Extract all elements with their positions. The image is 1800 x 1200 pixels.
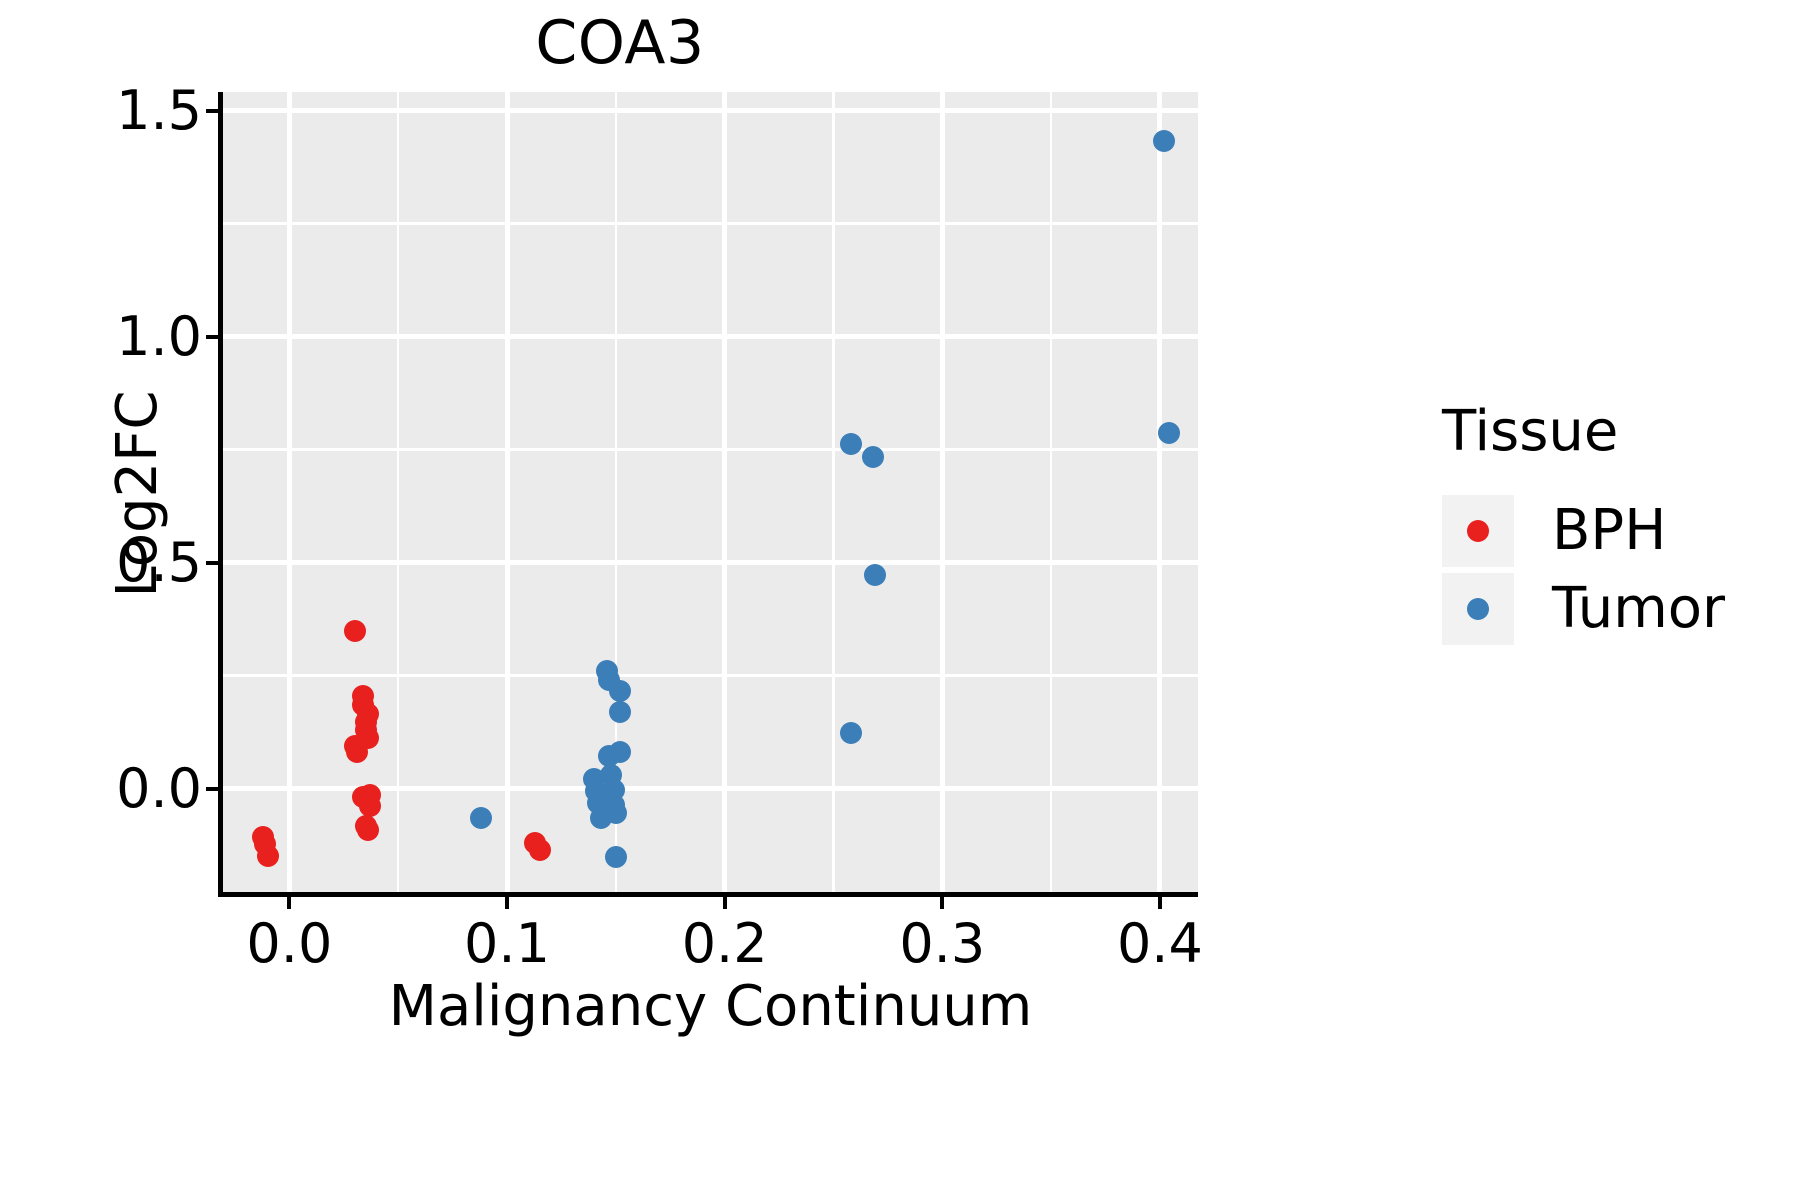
scatter-point-tumor	[609, 680, 632, 703]
grid-line-major-vertical	[504, 92, 510, 892]
x-tick-label: 0.2	[681, 912, 768, 975]
y-axis-title: Log2FC	[105, 390, 170, 598]
grid-line-major-vertical	[1157, 92, 1163, 892]
scatter-point-tumor	[609, 741, 632, 764]
y-tick-mark	[206, 786, 218, 791]
scatter-point-tumor	[1153, 130, 1176, 153]
y-tick-label: 1.5	[116, 78, 202, 142]
y-tick-mark	[206, 108, 218, 113]
x-tick-mark	[1157, 897, 1162, 909]
x-axis-title: Malignancy Continuum	[388, 974, 1033, 1039]
x-tick-label: 0.3	[899, 912, 986, 975]
scatter-point-tumor	[839, 722, 862, 745]
grid-line-minor-vertical	[1049, 92, 1053, 892]
scatter-point-tumor	[861, 446, 884, 469]
grid-line-minor-vertical	[396, 92, 400, 892]
grid-line-minor-vertical	[614, 92, 618, 892]
x-tick-mark	[940, 897, 945, 909]
y-tick-mark	[206, 560, 218, 565]
scatter-point-tumor	[609, 700, 632, 723]
x-tick-label: 0.0	[246, 912, 333, 975]
scatter-point-tumor	[839, 432, 862, 455]
grid-line-minor-horizontal	[223, 674, 1198, 677]
page-title: COA3	[535, 8, 705, 78]
x-tick-mark	[505, 897, 509, 909]
grid-line-major-vertical	[939, 92, 945, 892]
scatter-point-tumor	[604, 846, 627, 869]
legend-title: Tissue	[1442, 399, 1619, 464]
y-tick-label: 0.0	[116, 756, 202, 820]
grid-line-minor-horizontal	[223, 448, 1198, 451]
x-tick-mark	[722, 897, 727, 909]
legend-key-swatch	[1442, 573, 1514, 645]
legend-item-bph[interactable]: BPH	[1442, 492, 1782, 570]
grid-line-major-horizontal	[223, 560, 1198, 566]
scatter-point-bph	[528, 839, 551, 862]
x-axis-line	[218, 892, 1198, 897]
scatter-point-bph	[356, 727, 379, 750]
y-tick-mark	[206, 334, 218, 339]
grid-line-minor-horizontal	[223, 222, 1198, 225]
legend-entries: BPH Tumor	[1442, 492, 1782, 648]
legend-point-icon	[1467, 598, 1489, 620]
scatter-point-bph	[356, 819, 379, 842]
plot-panel	[223, 92, 1198, 892]
scatter-point-bph	[356, 702, 379, 725]
grid-line-major-vertical	[722, 92, 728, 892]
legend-point-icon	[1467, 520, 1489, 542]
scatter-point-tumor	[604, 802, 627, 825]
scatter-point-bph	[343, 620, 366, 643]
scatter-point-tumor	[469, 807, 492, 829]
y-tick-label: 0.5	[116, 530, 202, 594]
scatter-point-bph	[352, 785, 375, 808]
grid-line-minor-vertical	[832, 92, 835, 892]
x-tick-label: 0.4	[1116, 912, 1203, 975]
grid-line-major-horizontal	[223, 108, 1198, 114]
y-tick-label: 1.0	[116, 304, 202, 368]
x-tick-label: 0.1	[464, 912, 550, 975]
x-tick-mark	[287, 897, 292, 909]
legend: Tissue BPH Tumor	[1442, 400, 1782, 648]
grid-line-major-horizontal	[223, 334, 1198, 340]
legend-key-swatch	[1442, 495, 1514, 567]
scatter-point-bph	[256, 844, 279, 867]
grid-line-major-horizontal	[223, 786, 1198, 792]
grid-line-major-vertical	[286, 92, 292, 892]
scatter-point-tumor	[1157, 421, 1180, 444]
scatter-point-tumor	[863, 563, 886, 586]
legend-item-label: BPH	[1552, 498, 1667, 563]
y-axis-line	[218, 92, 223, 892]
legend-item-label: Tumor	[1552, 576, 1726, 641]
legend-item-tumor[interactable]: Tumor	[1442, 570, 1782, 648]
